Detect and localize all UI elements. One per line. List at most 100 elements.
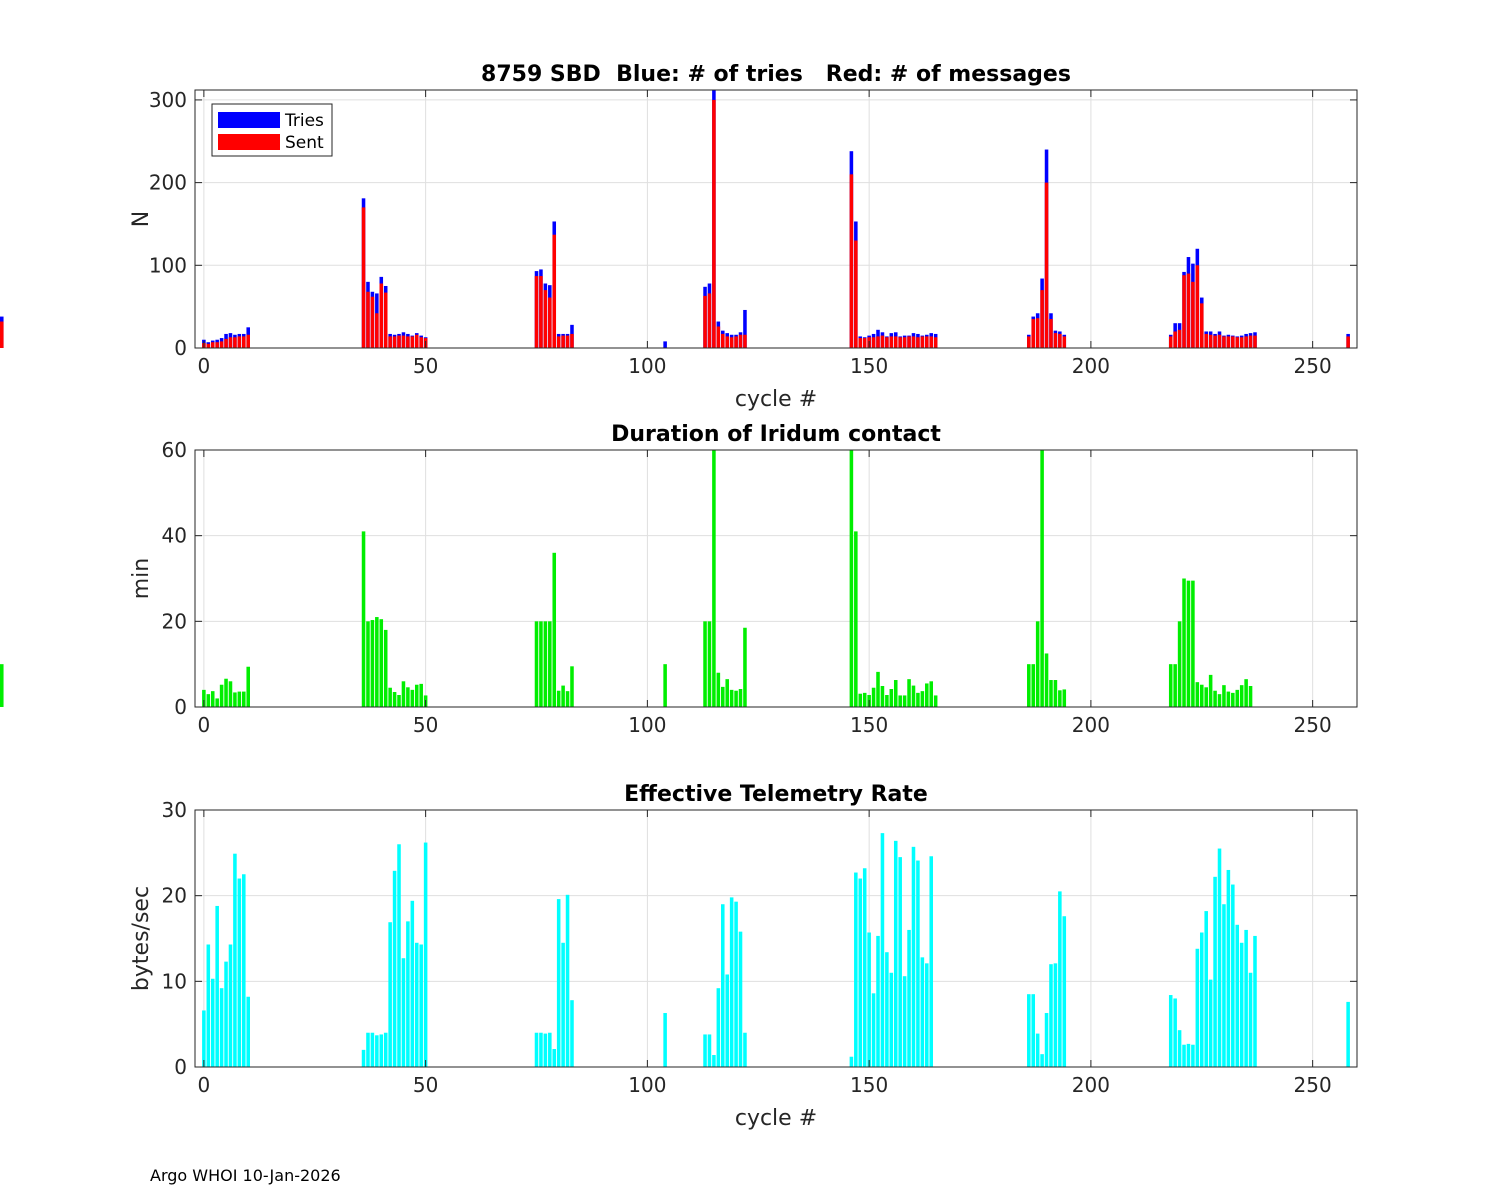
duration-bar-duration-cycle-162 xyxy=(920,691,925,707)
sbd-bar-sent-cycle-113 xyxy=(703,295,707,348)
duration-bar-duration-cycle-8 xyxy=(237,691,242,707)
rate-bar-rate-cycle-219 xyxy=(1173,998,1177,1067)
rate-bar-rate-cycle-8 xyxy=(237,878,242,1067)
sbd-ticks: 0 50 100 150 200 250 0 100 200 300 xyxy=(149,88,1357,378)
rate-bar-rate-cycle-36 xyxy=(361,1049,366,1067)
duration-ytick-label: 60 xyxy=(162,438,187,462)
duration-bar-duration-cycle-79 xyxy=(552,552,557,707)
duration-bar-duration-cycle-80 xyxy=(556,690,561,707)
duration-bar-duration-cycle-75 xyxy=(534,621,539,707)
sbd-bar-sent-cycle-121 xyxy=(738,334,743,348)
sbd-bar-sent-cycle-228 xyxy=(1213,335,1217,348)
duration-bar-duration-cycle-1 xyxy=(206,694,211,707)
sbd-bar-sent-cycle-226 xyxy=(1204,333,1208,348)
sbd-bar-sent-cycle-154 xyxy=(885,337,889,348)
duration-bar-duration-cycle-165 xyxy=(933,695,938,707)
rate-xtick-label: 50 xyxy=(413,1073,438,1097)
rate-bar-rate-cycle-150 xyxy=(867,932,871,1067)
duration-bar-duration-cycle-191 xyxy=(1049,680,1053,707)
rate-bar-rate-cycle-187 xyxy=(1031,994,1036,1067)
rate-bar-rate-cycle-164 xyxy=(929,856,934,1067)
sbd-bar-sent-cycle-225 xyxy=(1199,303,1204,348)
duration-bar-duration-cycle-154 xyxy=(885,695,889,707)
sbd-bar-sent-cycle-10 xyxy=(246,334,250,348)
duration-bar-duration-cycle-118 xyxy=(725,679,729,707)
sbd-bar-sent-cycle-8 xyxy=(237,336,242,348)
rate-bar-rate-cycle-119 xyxy=(729,897,734,1067)
duration-bar-duration-cycle-77 xyxy=(543,621,548,707)
sbd-bar-sent-cycle-187 xyxy=(1031,319,1036,348)
sbd-bar-sent-cycle-44 xyxy=(397,335,401,348)
duration-bar-duration-cycle-41 xyxy=(383,629,388,707)
duration-bar-duration-cycle-6 xyxy=(228,681,233,707)
duration-bar-duration-cycle-233 xyxy=(1235,689,1240,707)
duration-bar-duration-cycle-163 xyxy=(925,683,929,707)
duration-ytick-label: 0 xyxy=(174,695,187,719)
rate-bar-rate-cycle-226 xyxy=(1204,911,1208,1067)
rate-bar-rate-cycle-120 xyxy=(734,901,738,1067)
rate-xtick-label: 100 xyxy=(628,1073,666,1097)
duration-bar-duration-cycle-undefined xyxy=(0,664,4,707)
duration-bar-duration-cycle-147 xyxy=(854,531,858,707)
sbd-bar-sent-cycle-146 xyxy=(849,174,854,348)
sbd-bar-sent-cycle-77 xyxy=(543,290,548,348)
duration-bars xyxy=(0,450,1253,707)
duration-bar-duration-cycle-187 xyxy=(1031,664,1036,707)
rate-ytick-label: 20 xyxy=(162,884,187,908)
rate-bar-rate-cycle-230 xyxy=(1222,904,1226,1067)
sbd-bar-sent-cycle-224 xyxy=(1195,265,1200,348)
sbd-bar-sent-cycle-7 xyxy=(233,337,237,348)
rate-bar-rate-cycle-117 xyxy=(721,904,725,1067)
duration-bar-duration-cycle-222 xyxy=(1186,580,1191,707)
rate-bar-rate-cycle-104 xyxy=(663,1013,667,1067)
rate-bar-rate-cycle-41 xyxy=(383,1032,388,1067)
sbd-bar-sent-cycle-75 xyxy=(534,276,539,348)
sbd-bar-sent-cycle-157 xyxy=(898,337,902,348)
duration-bar-duration-cycle-220 xyxy=(1177,621,1182,707)
sbd-bar-sent-cycle-223 xyxy=(1191,281,1195,348)
duration-bar-duration-cycle-83 xyxy=(570,666,574,707)
duration-bar-duration-cycle-43 xyxy=(392,692,397,707)
duration-bar-duration-cycle-194 xyxy=(1062,689,1067,707)
sbd-bar-sent-cycle-78 xyxy=(548,297,552,348)
sbd-axes-frame xyxy=(194,89,1358,349)
duration-bar-duration-cycle-151 xyxy=(871,687,876,707)
rate-bar-rate-cycle-192 xyxy=(1053,963,1058,1067)
rate-bar-rate-cycle-158 xyxy=(902,976,907,1067)
sbd-bar-sent-cycle-48 xyxy=(414,334,419,348)
sbd-bar-sent-cycle-232 xyxy=(1231,336,1235,348)
rate-bar-rate-cycle-77 xyxy=(543,1033,548,1067)
sbd-bar-sent-cycle-39 xyxy=(375,313,379,348)
rate-xtick-label: 150 xyxy=(850,1073,888,1097)
duration-bar-duration-cycle-228 xyxy=(1213,690,1217,707)
duration-xtick-label: 0 xyxy=(198,713,211,737)
sbd-bar-sent-cycle-237 xyxy=(1253,335,1257,348)
rate-bar-rate-cycle-82 xyxy=(565,894,570,1067)
duration-bar-duration-cycle-42 xyxy=(388,687,392,707)
duration-bar-duration-cycle-224 xyxy=(1195,682,1200,707)
duration-bar-duration-cycle-236 xyxy=(1248,686,1253,707)
rate-bar-rate-cycle-38 xyxy=(370,1032,375,1067)
sbd-bar-sent-cycle-194 xyxy=(1062,336,1067,348)
duration-axes-frame xyxy=(194,449,1358,708)
sbd-bar-sent-cycle-47 xyxy=(410,336,415,348)
duration-bar-duration-cycle-226 xyxy=(1204,687,1208,707)
rate-bar-rate-cycle-114 xyxy=(707,1034,712,1067)
duration-bar-duration-cycle-47 xyxy=(410,689,415,707)
duration-bar-duration-cycle-10 xyxy=(246,666,250,707)
duration-bar-duration-cycle-46 xyxy=(406,687,410,707)
rate-bar-rate-cycle-40 xyxy=(379,1034,384,1067)
duration-ticks: 0 50 100 150 200 250 0 20 40 60 xyxy=(162,438,1357,737)
sbd-bar-sent-cycle-117 xyxy=(721,333,725,348)
duration-bar-duration-cycle-104 xyxy=(663,664,667,707)
duration-bar-duration-cycle-36 xyxy=(361,531,366,707)
rate-bar-rate-cycle-122 xyxy=(743,1032,747,1067)
sbd-bar-tries-cycle-122 xyxy=(743,309,747,348)
rate-bar-rate-cycle-42 xyxy=(388,922,392,1067)
rate-bar-rate-cycle-163 xyxy=(925,963,929,1067)
rate-bar-rate-cycle-227 xyxy=(1208,979,1213,1067)
rate-bar-rate-cycle-81 xyxy=(561,942,565,1067)
rate-bar-rate-cycle-157 xyxy=(898,857,902,1067)
duration-bar-duration-cycle-189 xyxy=(1040,450,1044,707)
